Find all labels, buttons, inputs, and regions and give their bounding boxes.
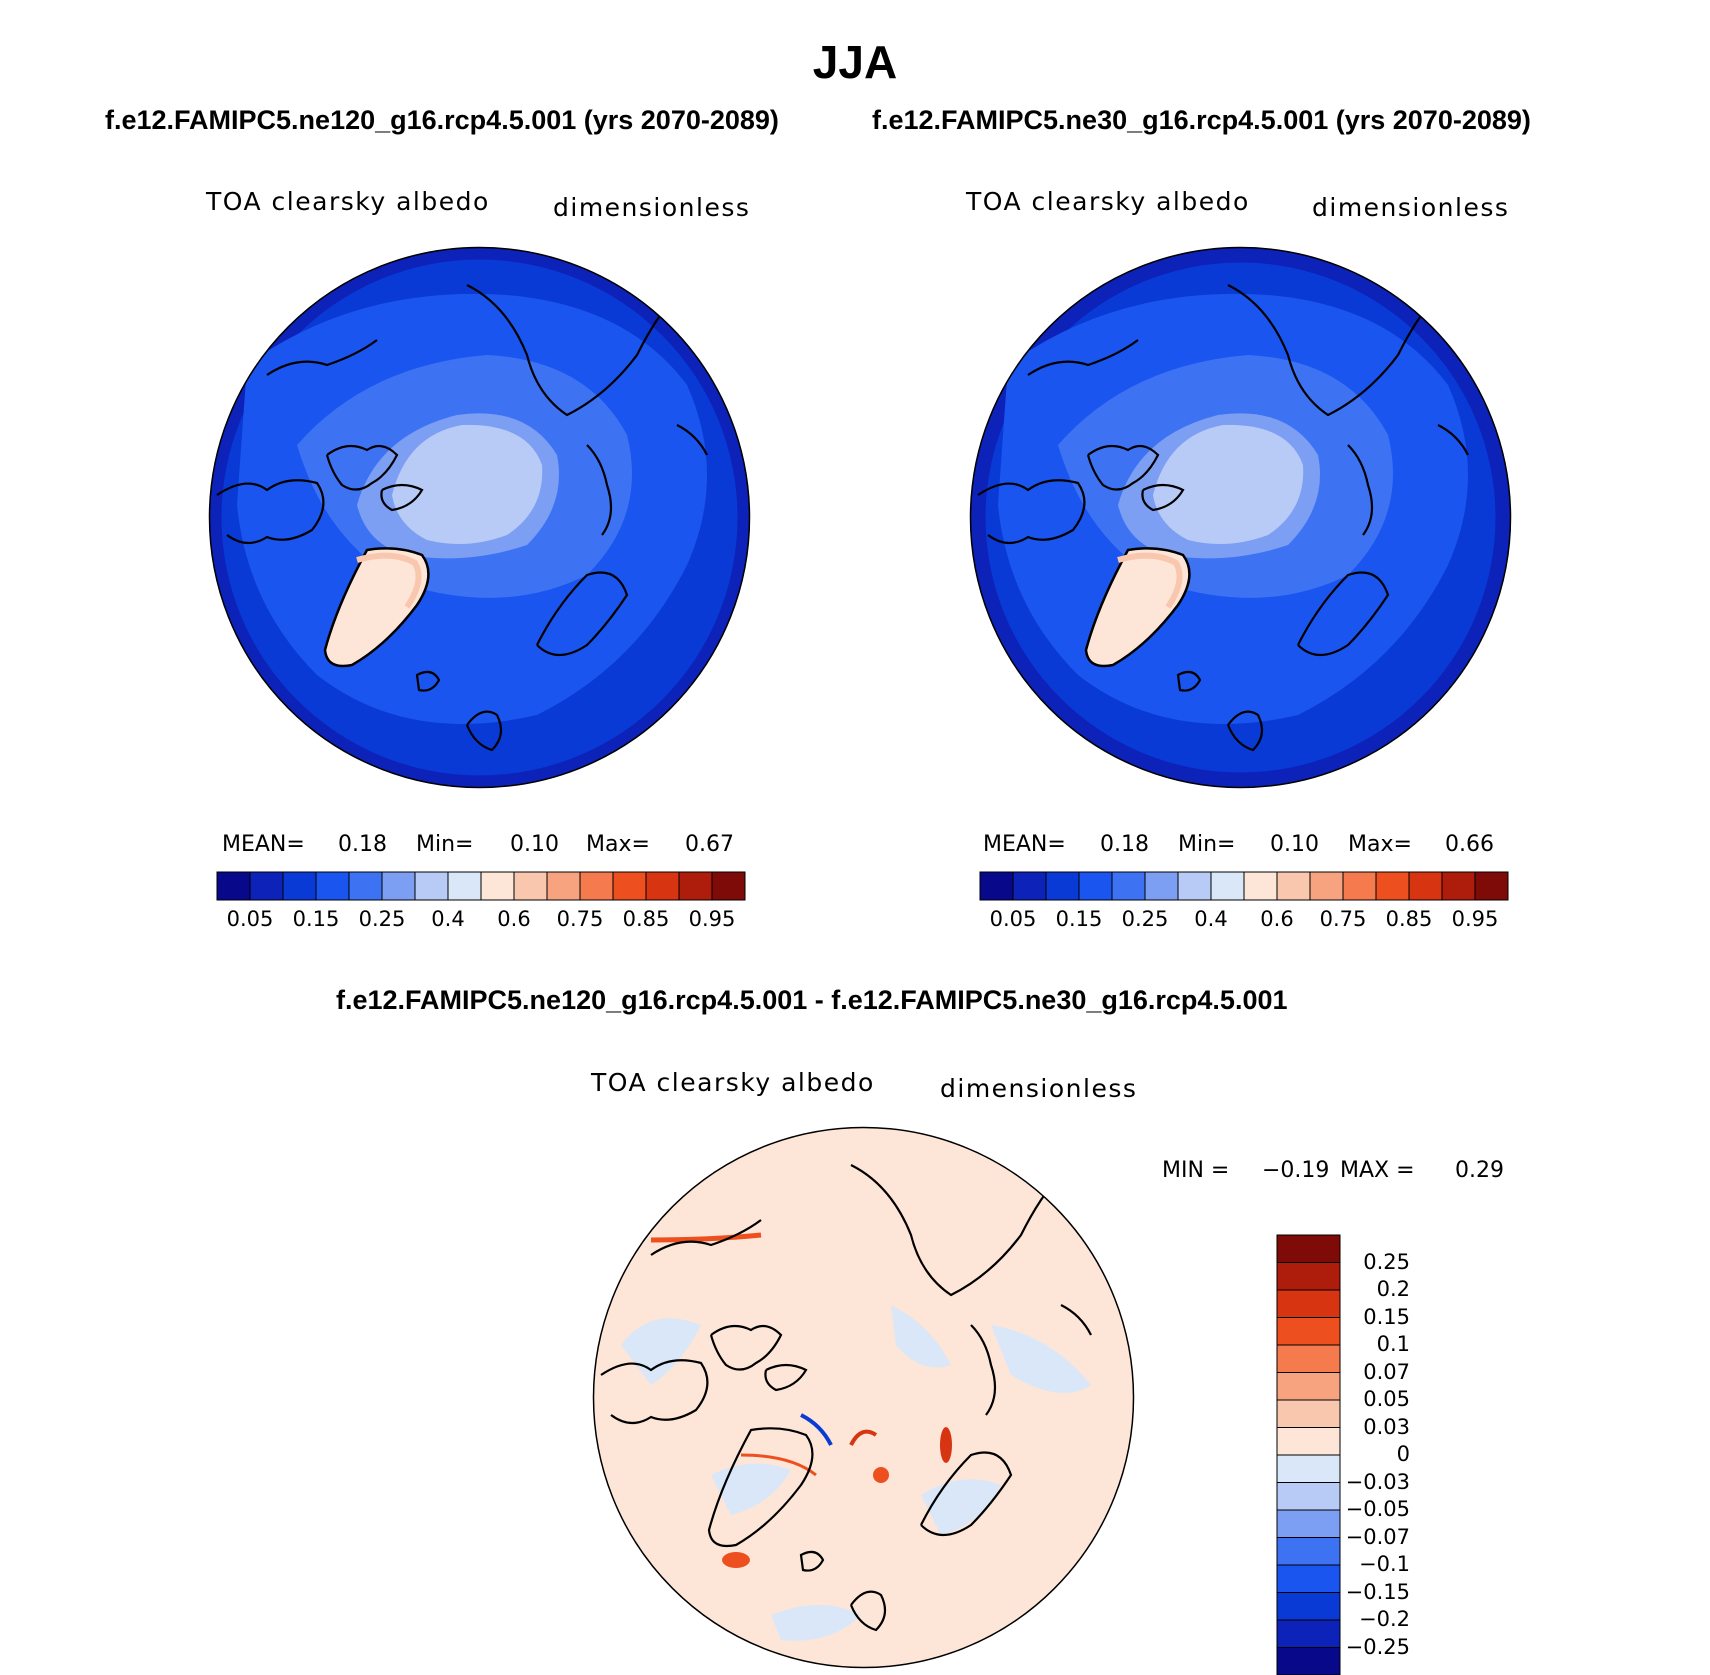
- right-stats-mean-label: MEAN=: [983, 832, 1066, 857]
- colorbar-swatch: [1046, 872, 1079, 900]
- colorbar-swatch: [349, 872, 382, 900]
- figure-title: JJA: [0, 35, 1710, 89]
- left-stats-mean-value: 0.18: [338, 832, 387, 857]
- left-colorbar-tick: 0.85: [611, 907, 681, 931]
- left-stats-max-value: 0.67: [685, 832, 734, 857]
- colorbar-swatch: [1442, 872, 1475, 900]
- colorbar-swatch: [250, 872, 283, 900]
- right-arctic-map: [968, 245, 1513, 790]
- colorbar-swatch: [1211, 872, 1244, 900]
- diff-stats-min-label: MIN =: [1162, 1158, 1229, 1183]
- right-stats-mean-value: 0.18: [1100, 832, 1149, 857]
- colorbar-swatch: [1277, 872, 1310, 900]
- left-stats-min-value: 0.10: [510, 832, 559, 857]
- diff-stats-max-label: MAX =: [1340, 1158, 1415, 1183]
- colorbar-swatch: [481, 872, 514, 900]
- diff-colorbar-tick: 0: [1320, 1442, 1410, 1466]
- colorbar-swatch: [415, 872, 448, 900]
- right-colorbar-tick: 0.4: [1176, 907, 1246, 931]
- colorbar-swatch: [980, 872, 1013, 900]
- right-colorbar-tick: 0.15: [1044, 907, 1114, 931]
- diff-colorbar-tick: −0.1: [1320, 1552, 1410, 1576]
- colorbar-swatch: [547, 872, 580, 900]
- right-colorbar-tick: 0.95: [1440, 907, 1510, 931]
- right-panel-units-label: dimensionless: [1312, 193, 1509, 222]
- colorbar-swatch: [217, 872, 250, 900]
- right-stats-min-value: 0.10: [1270, 832, 1319, 857]
- colorbar-swatch: [448, 872, 481, 900]
- left-colorbar-tick: 0.15: [281, 907, 351, 931]
- right-stats-min-label: Min=: [1178, 832, 1235, 857]
- diff-panel-case-title: f.e12.FAMIPC5.ne120_g16.rcp4.5.001 - f.e…: [336, 985, 1288, 1016]
- diff-colorbar-ticks: 0.25 0.2 0.15 0.1 0.07 0.05 0.03 0 −0.03…: [1250, 1235, 1420, 1675]
- diff-colorbar-tick: 0.07: [1320, 1360, 1410, 1384]
- colorbar-swatch: [646, 872, 679, 900]
- diff-colorbar-tick: 0.25: [1320, 1250, 1410, 1274]
- right-colorbar: [980, 872, 1508, 900]
- colorbar-swatch: [1178, 872, 1211, 900]
- diff-colorbar-tick: 0.03: [1320, 1415, 1410, 1439]
- left-arctic-map: [207, 245, 752, 790]
- left-panel-case-title: f.e12.FAMIPC5.ne120_g16.rcp4.5.001 (yrs …: [105, 105, 779, 136]
- diff-panel-variable-label: TOA clearsky albedo: [591, 1068, 875, 1097]
- right-colorbar-tick: 0.6: [1242, 907, 1312, 931]
- diff-colorbar-tick: −0.05: [1320, 1497, 1410, 1521]
- difference-arctic-map: [591, 1125, 1136, 1670]
- right-colorbar-tick: 0.25: [1110, 907, 1180, 931]
- colorbar-swatch: [580, 872, 613, 900]
- left-colorbar-tick: 0.4: [413, 907, 483, 931]
- right-colorbar-ticks: 0.05 0.15 0.25 0.4 0.6 0.75 0.85 0.95: [980, 907, 1508, 937]
- left-colorbar-tick: 0.25: [347, 907, 417, 931]
- left-panel-variable-label: TOA clearsky albedo: [206, 187, 490, 216]
- left-colorbar-tick: 0.75: [545, 907, 615, 931]
- colorbar-swatch: [1409, 872, 1442, 900]
- right-colorbar-tick: 0.05: [978, 907, 1048, 931]
- diff-colorbar-tick: 0.05: [1320, 1387, 1410, 1411]
- colorbar-swatch: [1475, 872, 1508, 900]
- right-panel-variable-label: TOA clearsky albedo: [966, 187, 1250, 216]
- colorbar-swatch: [316, 872, 349, 900]
- left-panel-units-label: dimensionless: [553, 193, 750, 222]
- diff-stats-min-value: −0.19: [1262, 1158, 1329, 1183]
- left-colorbar-ticks: 0.05 0.15 0.25 0.4 0.6 0.75 0.85 0.95: [217, 907, 745, 937]
- left-stats-max-label: Max=: [586, 832, 650, 857]
- colorbar-swatch: [1376, 872, 1409, 900]
- diff-colorbar-tick: 0.15: [1320, 1305, 1410, 1329]
- diff-colorbar-tick: −0.07: [1320, 1525, 1410, 1549]
- colorbar-swatch: [283, 872, 316, 900]
- colorbar-swatch: [1310, 872, 1343, 900]
- diff-colorbar-tick: −0.03: [1320, 1470, 1410, 1494]
- left-colorbar-tick: 0.95: [677, 907, 747, 931]
- diff-colorbar-tick: 0.1: [1320, 1332, 1410, 1356]
- colorbar-swatch: [613, 872, 646, 900]
- right-stats-max-label: Max=: [1348, 832, 1412, 857]
- left-colorbar: [217, 872, 745, 900]
- colorbar-swatch: [1013, 872, 1046, 900]
- diff-panel-units-label: dimensionless: [940, 1074, 1137, 1103]
- left-colorbar-tick: 0.6: [479, 907, 549, 931]
- colorbar-swatch: [1079, 872, 1112, 900]
- colorbar-swatch: [679, 872, 712, 900]
- right-panel-case-title: f.e12.FAMIPC5.ne30_g16.rcp4.5.001 (yrs 2…: [872, 105, 1531, 136]
- colorbar-swatch: [1145, 872, 1178, 900]
- diff-colorbar-tick: −0.15: [1320, 1580, 1410, 1604]
- right-colorbar-tick: 0.85: [1374, 907, 1444, 931]
- left-stats-min-label: Min=: [416, 832, 473, 857]
- left-stats-mean-label: MEAN=: [222, 832, 305, 857]
- diff-stats-max-value: 0.29: [1455, 1158, 1504, 1183]
- colorbar-swatch: [382, 872, 415, 900]
- colorbar-swatch: [1244, 872, 1277, 900]
- diff-colorbar-tick: −0.2: [1320, 1607, 1410, 1631]
- colorbar-swatch: [514, 872, 547, 900]
- diff-colorbar-tick: 0.2: [1320, 1277, 1410, 1301]
- right-colorbar-tick: 0.75: [1308, 907, 1378, 931]
- colorbar-swatch: [1343, 872, 1376, 900]
- right-stats-max-value: 0.66: [1445, 832, 1494, 857]
- colorbar-swatch: [1112, 872, 1145, 900]
- diff-colorbar-tick: −0.25: [1320, 1635, 1410, 1659]
- left-colorbar-tick: 0.05: [215, 907, 285, 931]
- colorbar-swatch: [712, 872, 745, 900]
